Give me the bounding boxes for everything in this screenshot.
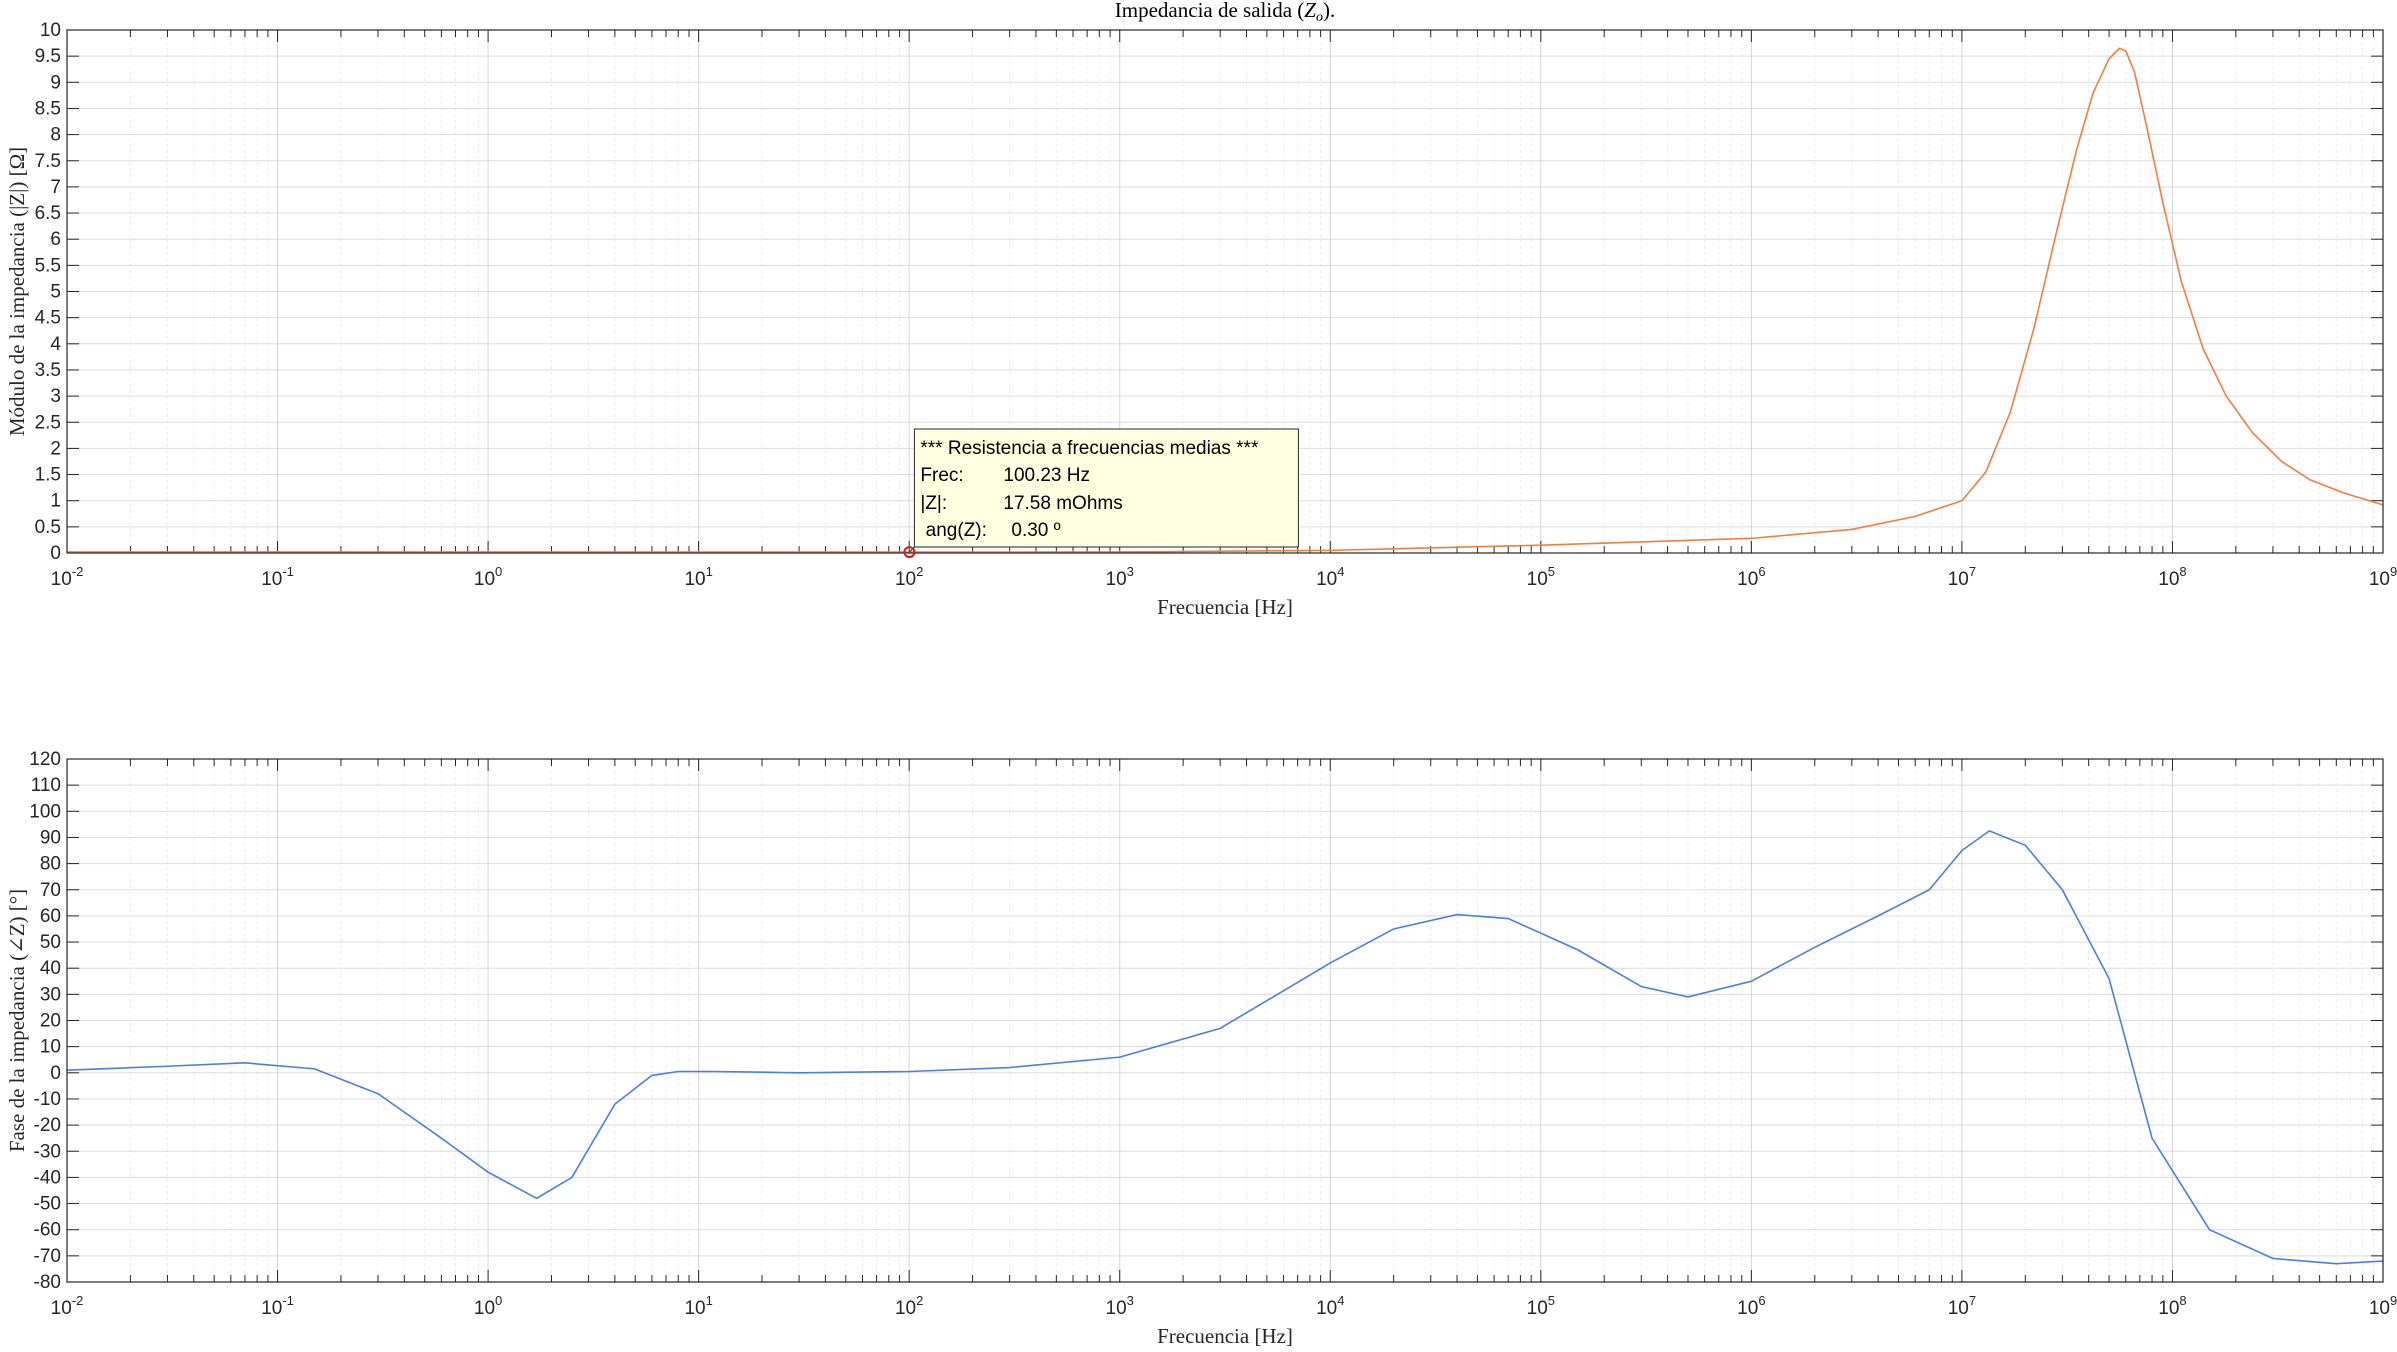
y-tick-label: 5.5 [35,255,61,276]
x-tick-label: 103 [1106,564,1134,590]
x-tick-label: 108 [2158,1293,2186,1319]
x-tick-label: 100 [474,564,502,590]
magnitude-ticks [66,29,2384,554]
x-tick-label: 106 [1737,564,1765,590]
y-tick-label: 6.5 [35,203,61,224]
x-tick-label: 100 [474,1293,502,1319]
x-tick-label: 106 [1737,1293,1765,1319]
y-tick-label: 8 [50,125,61,146]
x-tick-label: 10-2 [51,564,84,590]
y-tick-label: 9 [50,72,61,93]
x-tick-label: 101 [684,564,712,590]
x-tick-label: 103 [1106,1293,1134,1319]
y-tick-label: 50 [40,932,61,953]
phase-ticks [66,758,2384,1283]
y-tick-label: 10 [40,1037,61,1058]
datatip-marker[interactable] [903,546,916,559]
y-tick-label: 1 [50,491,61,512]
y-tick-label: -50 [34,1194,61,1215]
y-tick-label: -80 [34,1272,61,1293]
phase-axes-box [66,758,2384,1283]
datatip-value-modulo: 17.58 mOhms [1003,493,1122,514]
y-tick-label: 60 [40,906,61,927]
x-tick-label: 104 [1316,1293,1344,1319]
datatip[interactable]: *** Resistencia a frecuencias medias ***… [903,428,1299,559]
magnitude-y-tick-labels: 0 0.5 1 1.5 2 2.5 3 3.5 4 4.5 5 5.5 6 6.5 7 7.5 8 8.5 9 9.5… [35,20,62,564]
y-tick-label: 100 [29,801,61,822]
datatip-value-frec: 100.23 Hz [1003,465,1090,486]
y-tick-label: 4 [50,334,61,355]
y-tick-label: 0 [50,543,61,564]
y-tick-label: -20 [34,1115,61,1136]
x-tick-label: 109 [2369,564,2397,590]
y-tick-label: 40 [40,958,61,979]
magnitude-chart-title: Impedancia de salida (Zo). [1115,0,1335,25]
phase-y-axis-label: Fase de la impedancia (∠Z) [°] [5,889,29,1152]
y-tick-label: 0 [50,1063,61,1084]
y-tick-label: -10 [34,1089,61,1110]
magnitude-axes: 0 0.5 1 1.5 2 2.5 3 3.5 4 4.5 5 5.5 6 6.5 7 7.5 8 8.5 9 9.5… [5,0,2397,619]
datatip-title: *** Resistencia a frecuencias medias *** [920,438,1259,459]
y-tick-label: -30 [34,1141,61,1162]
y-tick-label: 10 [40,20,61,41]
phase-grid [66,758,2384,1283]
x-tick-label: 108 [2158,564,2186,590]
x-tick-label: 105 [1527,564,1555,590]
x-tick-label: 102 [895,1293,923,1319]
datatip-value-angulo: 0.30 º [1011,520,1060,541]
phase-y-tick-labels: -80 -70 -60 -50 -40 -30 -20 -10 0 10 20 30 40 50 60 70 8… [29,749,61,1293]
y-tick-label: 3 [50,386,61,407]
y-tick-label: 7.5 [35,151,61,172]
x-tick-label: 105 [1527,1293,1555,1319]
y-tick-label: 2.5 [35,412,61,433]
datatip-label-modulo: |Z|: [920,493,947,514]
magnitude-axes-box [66,29,2384,554]
datatip-box[interactable] [913,428,1299,548]
phase-x-tick-labels: 10-2 10-1 100 101 102 103 104 105 106 107 108 109 [51,1293,2397,1319]
phase-x-axis-label: Frecuencia [Hz] [1157,1324,1293,1348]
y-tick-label: 120 [29,749,61,770]
x-tick-label: 107 [1948,564,1976,590]
x-tick-label: 10-2 [51,1293,84,1319]
y-tick-label: 4.5 [35,308,61,329]
datatip-label-frec: Frec: [920,465,963,486]
y-tick-label: 5 [50,282,61,303]
magnitude-y-axis-label: Módulo de la impedancia (|Z|) [Ω] [5,147,29,436]
y-tick-label: 30 [40,984,61,1005]
y-tick-label: -60 [34,1220,61,1241]
x-tick-label: 107 [1948,1293,1976,1319]
magnitude-grid [66,29,2384,554]
magnitude-x-axis-label: Frecuencia [Hz] [1157,595,1293,619]
y-tick-label: -40 [34,1167,61,1188]
y-tick-label: 3.5 [35,360,61,381]
y-tick-label: 2 [50,438,61,459]
x-tick-label: 101 [684,1293,712,1319]
magnitude-series-line [67,47,2384,553]
y-tick-label: 80 [40,854,61,875]
phase-axes: -80 -70 -60 -50 -40 -30 -20 -10 0 10 20 30 40 50 60 70 8… [5,749,2397,1348]
y-tick-label: 7 [50,177,61,198]
y-tick-label: 0.5 [35,517,61,538]
x-tick-label: 104 [1316,564,1344,590]
phase-series-line [66,830,2384,1265]
y-tick-label: 1.5 [35,465,61,486]
x-tick-label: 102 [895,564,923,590]
y-tick-label: 110 [31,775,61,796]
y-tick-label: 8.5 [35,98,61,119]
y-tick-label: 6 [50,229,61,250]
datatip-label-angulo: ang(Z): [920,520,987,541]
magnitude-x-tick-labels: 10-2 10-1 100 101 102 103 104 105 106 107 108 109 [51,564,2397,590]
y-tick-label: 20 [40,1011,61,1032]
x-tick-label: 10-1 [261,1293,294,1319]
y-tick-label: 90 [40,827,61,848]
y-tick-label: 9.5 [35,46,61,67]
x-tick-label: 109 [2369,1293,2397,1319]
y-tick-label: 70 [40,880,61,901]
y-tick-label: -70 [34,1246,61,1267]
x-tick-label: 10-1 [261,564,294,590]
